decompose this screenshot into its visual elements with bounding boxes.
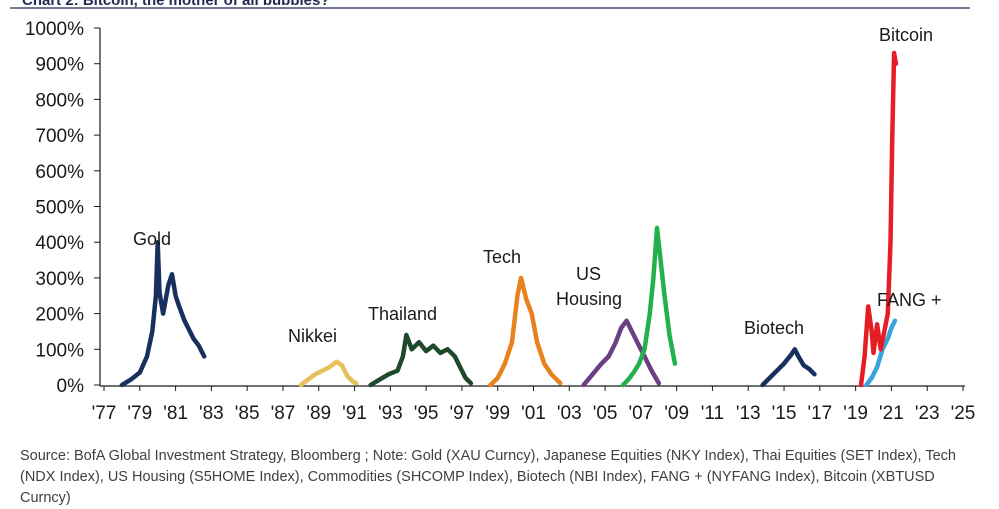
x-tick-label: '25 bbox=[951, 403, 976, 424]
source-note: Source: BofA Global Investment Strategy,… bbox=[20, 448, 956, 506]
series-line-commodities bbox=[620, 225, 678, 388]
y-tick-label: 400% bbox=[35, 233, 84, 254]
x-tick-label: '09 bbox=[664, 403, 689, 424]
x-tick-label: '81 bbox=[163, 403, 188, 424]
label-thailand: Thailand bbox=[368, 304, 437, 324]
x-tick-label: '07 bbox=[628, 403, 653, 424]
x-tick-label: '11 bbox=[701, 403, 724, 424]
series-line-nikkei bbox=[298, 359, 359, 388]
chart-title: Chart 2: Bitcoin, the mother of all bubb… bbox=[22, 0, 330, 9]
label-bitcoin: Bitcoin bbox=[879, 25, 933, 45]
label-us-housing: US Housing bbox=[556, 264, 622, 309]
y-tick-label: 600% bbox=[35, 162, 84, 183]
series-line-tech bbox=[488, 275, 563, 388]
y-tick-label: 500% bbox=[35, 198, 84, 219]
x-tick-label: '19 bbox=[843, 403, 868, 424]
y-tick-label: 900% bbox=[35, 55, 84, 76]
x-tick-label: '83 bbox=[199, 403, 224, 424]
x-tick-label: '95 bbox=[414, 403, 439, 424]
y-tick-label: 200% bbox=[35, 305, 84, 326]
x-tick-label: '03 bbox=[557, 403, 582, 424]
x-tick-label: '13 bbox=[736, 403, 761, 424]
y-tick-label: 1000% bbox=[25, 19, 84, 40]
x-tick-label: '23 bbox=[915, 403, 940, 424]
x-tick-label: '87 bbox=[271, 403, 296, 424]
label-fang: FANG + bbox=[877, 290, 942, 310]
series-line-us-housing bbox=[581, 318, 662, 388]
x-tick-label: '97 bbox=[450, 403, 475, 424]
x-tick-label: '99 bbox=[485, 403, 510, 424]
x-tick-label: '89 bbox=[306, 403, 331, 424]
y-tick-label: 100% bbox=[35, 340, 84, 361]
y-tick-label: 800% bbox=[35, 90, 84, 111]
y-tick-label: 0% bbox=[57, 376, 85, 397]
label-biotech: Biotech bbox=[744, 318, 804, 338]
x-tick-label: '15 bbox=[772, 403, 797, 424]
series-lines bbox=[119, 50, 899, 388]
x-tick-label: '21 bbox=[879, 403, 904, 424]
y-tick-label: 700% bbox=[35, 126, 84, 147]
x-tick-label: '79 bbox=[127, 403, 152, 424]
series-line-gold bbox=[119, 239, 207, 388]
label-nikkei: Nikkei bbox=[288, 326, 337, 346]
y-tick-label: 300% bbox=[35, 269, 84, 290]
x-tick-label: '77 bbox=[92, 403, 117, 424]
label-gold: Gold bbox=[133, 229, 171, 249]
x-tick-label: '85 bbox=[235, 403, 260, 424]
x-tick-label: '17 bbox=[807, 403, 832, 424]
label-tech: Tech bbox=[483, 247, 521, 267]
y-ticks: 0% 100% 200% 300% 400% 500% 600% 700% 800% 900% 10… bbox=[25, 19, 100, 397]
series-line-biotech bbox=[760, 347, 817, 388]
series-line-thailand bbox=[368, 332, 474, 388]
x-tick-label: '91 bbox=[342, 403, 367, 424]
x-tick-label: '93 bbox=[378, 403, 403, 424]
series-line-bitcoin bbox=[858, 50, 899, 388]
x-ticks: '77 '79 '81 '83 '85 '87 '89 '91 '93 '95 '97 '99 '01 '… bbox=[92, 386, 976, 424]
chart: Chart 2: Bitcoin, the mother of all bubb… bbox=[10, 0, 976, 424]
x-tick-label: '01 bbox=[521, 403, 546, 424]
series-labels: Gold Nikkei Thailand Tech US Housing Bio… bbox=[133, 25, 942, 346]
x-tick-label: '05 bbox=[593, 403, 618, 424]
